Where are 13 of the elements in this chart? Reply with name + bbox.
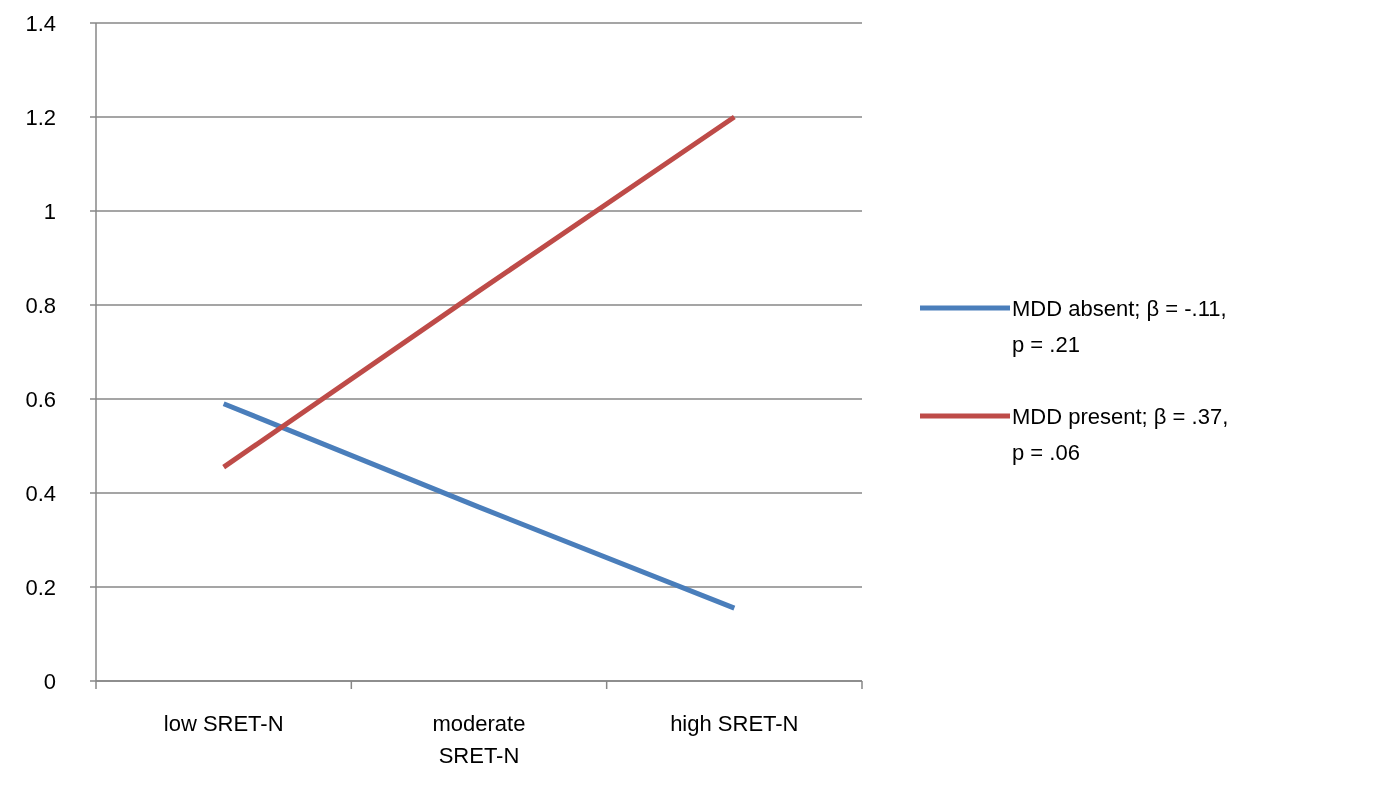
y-tick-label: 0.8 xyxy=(25,292,56,318)
y-tick-label: 1 xyxy=(43,198,56,224)
y-tick-label: 0.6 xyxy=(25,386,56,412)
legend-label: MDD present; β = .37, p = .06 xyxy=(1012,403,1229,465)
x-tick-label: low SRET-N xyxy=(163,711,284,736)
y-tick-label: 0 xyxy=(43,668,56,694)
y-tick-label: 0.2 xyxy=(25,574,56,600)
y-tick-label: 1.4 xyxy=(25,10,56,36)
legend-label: MDD absent; β = -.11, p = .21 xyxy=(1012,295,1227,357)
y-tick-label: 0.4 xyxy=(25,480,56,506)
x-tick-label: high SRET-N xyxy=(670,711,799,736)
x-tick-label: moderate SRET-N xyxy=(432,711,526,768)
y-tick-label: 1.2 xyxy=(25,104,56,130)
